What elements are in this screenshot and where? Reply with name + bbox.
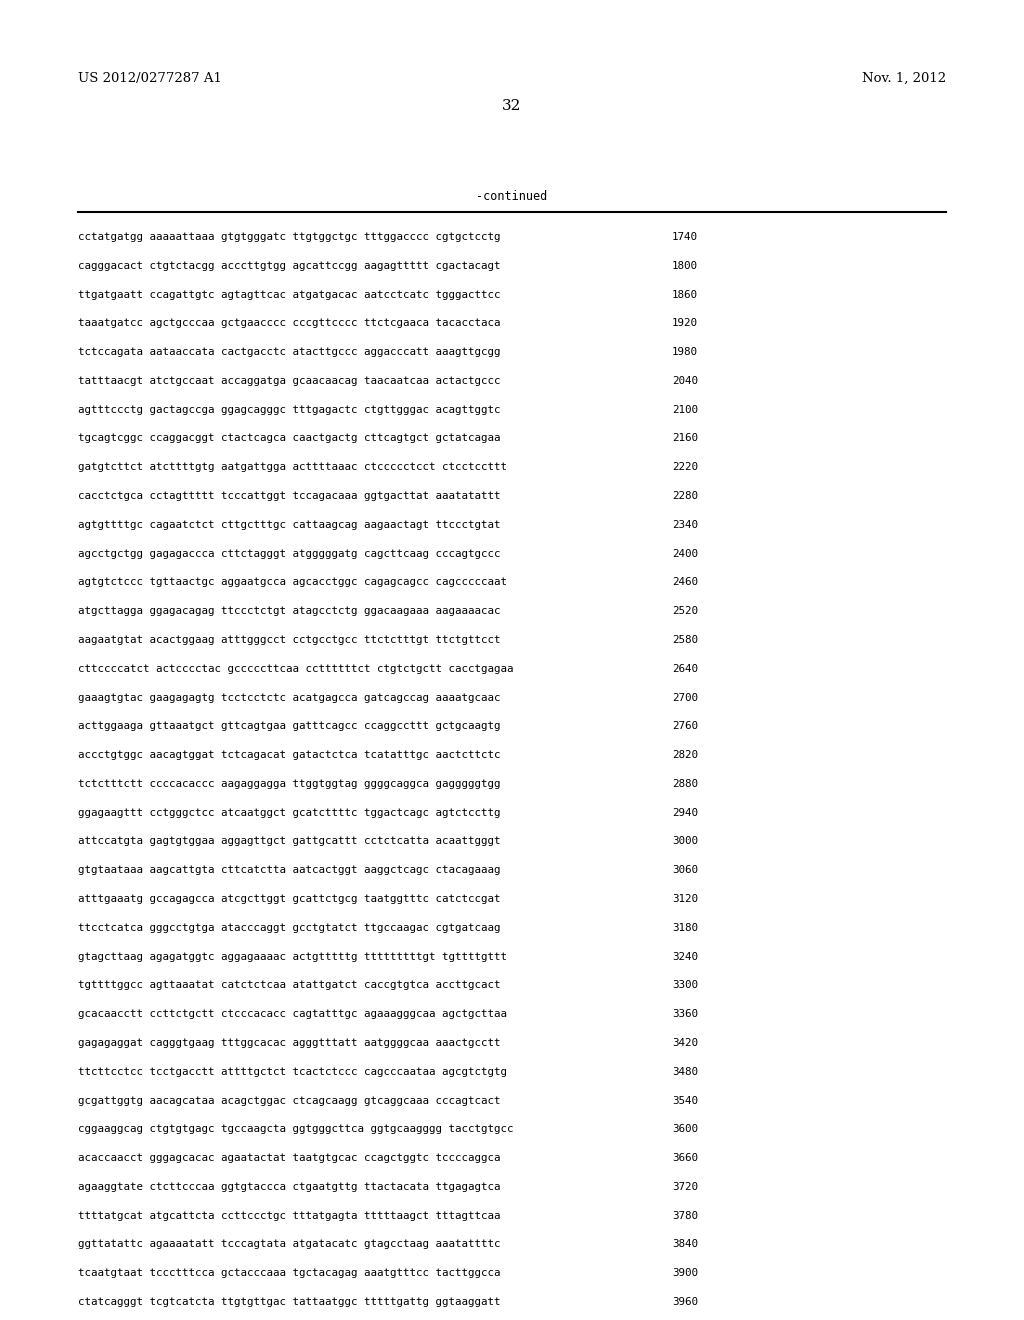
Text: 2520: 2520 [672,606,698,616]
Text: 3720: 3720 [672,1181,698,1192]
Text: ggagaagttt cctgggctcc atcaatggct gcatcttttc tggactcagc agtctccttg: ggagaagttt cctgggctcc atcaatggct gcatctt… [78,808,501,817]
Text: 2460: 2460 [672,577,698,587]
Text: gagagaggat cagggtgaag tttggcacac agggtttatt aatggggcaa aaactgcctt: gagagaggat cagggtgaag tttggcacac agggttt… [78,1038,501,1048]
Text: 1980: 1980 [672,347,698,358]
Text: tctctttctt ccccacaccc aagaggagga ttggtggtag ggggcaggca gagggggtgg: tctctttctt ccccacaccc aagaggagga ttggtgg… [78,779,501,789]
Text: gcgattggtg aacagcataa acagctggac ctcagcaagg gtcaggcaaa cccagtcact: gcgattggtg aacagcataa acagctggac ctcagca… [78,1096,501,1106]
Text: 2100: 2100 [672,405,698,414]
Text: agtttccctg gactagccga ggagcagggc tttgagactc ctgttgggac acagttggtc: agtttccctg gactagccga ggagcagggc tttgaga… [78,405,501,414]
Text: gaaagtgtac gaagagagtg tcctcctctc acatgagcca gatcagccag aaaatgcaac: gaaagtgtac gaagagagtg tcctcctctc acatgag… [78,693,501,702]
Text: gtagcttaag agagatggtc aggagaaaac actgtttttg tttttttttgt tgttttgttt: gtagcttaag agagatggtc aggagaaaac actgttt… [78,952,507,961]
Text: 3240: 3240 [672,952,698,961]
Text: acttggaaga gttaaatgct gttcagtgaa gatttcagcc ccaggccttt gctgcaagtg: acttggaaga gttaaatgct gttcagtgaa gatttca… [78,721,501,731]
Text: gatgtcttct atcttttgtg aatgattgga acttttaaac ctccccctcct ctcctccttt: gatgtcttct atcttttgtg aatgattgga actttta… [78,462,507,473]
Text: gcacaacctt ccttctgctt ctcccacacc cagtatttgc agaaagggcaa agctgcttaa: gcacaacctt ccttctgctt ctcccacacc cagtatt… [78,1010,507,1019]
Text: 2820: 2820 [672,750,698,760]
Text: ctatcagggt tcgtcatcta ttgtgttgac tattaatggc tttttgattg ggtaaggatt: ctatcagggt tcgtcatcta ttgtgttgac tattaat… [78,1298,501,1307]
Text: ttcttcctcc tcctgacctt attttgctct tcactctccc cagcccaataa agcgtctgtg: ttcttcctcc tcctgacctt attttgctct tcactct… [78,1067,507,1077]
Text: 1860: 1860 [672,289,698,300]
Text: ttcctcatca gggcctgtga atacccaggt gcctgtatct ttgccaagac cgtgatcaag: ttcctcatca gggcctgtga atacccaggt gcctgta… [78,923,501,933]
Text: 3480: 3480 [672,1067,698,1077]
Text: 3780: 3780 [672,1210,698,1221]
Text: 2220: 2220 [672,462,698,473]
Text: 3840: 3840 [672,1239,698,1250]
Text: 3300: 3300 [672,981,698,990]
Text: tctccagata aataaccata cactgacctc atacttgccc aggacccatt aaagttgcgg: tctccagata aataaccata cactgacctc atacttg… [78,347,501,358]
Text: 2280: 2280 [672,491,698,502]
Text: 1740: 1740 [672,232,698,242]
Text: 3540: 3540 [672,1096,698,1106]
Text: 32: 32 [503,99,521,114]
Text: tcaatgtaat tccctttcca gctacccaaa tgctacagag aaatgtttcc tacttggcca: tcaatgtaat tccctttcca gctacccaaa tgctaca… [78,1269,501,1278]
Text: 3360: 3360 [672,1010,698,1019]
Text: ttgatgaatt ccagattgtc agtagttcac atgatgacac aatcctcatc tgggacttcc: ttgatgaatt ccagattgtc agtagttcac atgatga… [78,289,501,300]
Text: 2340: 2340 [672,520,698,529]
Text: agaaggtate ctcttcccaa ggtgtaccca ctgaatgttg ttactacata ttgagagtca: agaaggtate ctcttcccaa ggtgtaccca ctgaatg… [78,1181,501,1192]
Text: cctatgatgg aaaaattaaa gtgtgggatc ttgtggctgc tttggacccc cgtgctcctg: cctatgatgg aaaaattaaa gtgtgggatc ttgtggc… [78,232,501,242]
Text: 1800: 1800 [672,261,698,271]
Text: acaccaacct gggagcacac agaatactat taatgtgcac ccagctggtc tccccaggca: acaccaacct gggagcacac agaatactat taatgtg… [78,1154,501,1163]
Text: 2940: 2940 [672,808,698,817]
Text: 3960: 3960 [672,1298,698,1307]
Text: 2580: 2580 [672,635,698,645]
Text: 3420: 3420 [672,1038,698,1048]
Text: agtgtctccc tgttaactgc aggaatgcca agcacctggc cagagcagcc cagcccccaat: agtgtctccc tgttaactgc aggaatgcca agcacct… [78,577,507,587]
Text: attccatgta gagtgtggaa aggagttgct gattgcattt cctctcatta acaattgggt: attccatgta gagtgtggaa aggagttgct gattgca… [78,837,501,846]
Text: tgttttggcc agttaaatat catctctcaa atattgatct caccgtgtca accttgcact: tgttttggcc agttaaatat catctctcaa atattga… [78,981,501,990]
Text: 2640: 2640 [672,664,698,673]
Text: agcctgctgg gagagaccca cttctagggt atgggggatg cagcttcaag cccagtgccc: agcctgctgg gagagaccca cttctagggt atggggg… [78,549,501,558]
Text: cacctctgca cctagttttt tcccattggt tccagacaaa ggtgacttat aaatatattt: cacctctgca cctagttttt tcccattggt tccagac… [78,491,501,502]
Text: gtgtaataaa aagcattgta cttcatctta aatcactggt aaggctcagc ctacagaaag: gtgtaataaa aagcattgta cttcatctta aatcact… [78,865,501,875]
Text: agtgttttgc cagaatctct cttgctttgc cattaagcag aagaactagt ttccctgtat: agtgttttgc cagaatctct cttgctttgc cattaag… [78,520,501,529]
Text: atgcttagga ggagacagag ttccctctgt atagcctctg ggacaagaaa aagaaaacac: atgcttagga ggagacagag ttccctctgt atagcct… [78,606,501,616]
Text: ttttatgcat atgcattcta ccttccctgc tttatgagta tttttaagct tttagttcaa: ttttatgcat atgcattcta ccttccctgc tttatga… [78,1210,501,1221]
Text: atttgaaatg gccagagcca atcgcttggt gcattctgcg taatggtttc catctccgat: atttgaaatg gccagagcca atcgcttggt gcattct… [78,894,501,904]
Text: 3000: 3000 [672,837,698,846]
Text: 2700: 2700 [672,693,698,702]
Text: 3180: 3180 [672,923,698,933]
Text: tatttaacgt atctgccaat accaggatga gcaacaacag taacaatcaa actactgccc: tatttaacgt atctgccaat accaggatga gcaacaa… [78,376,501,385]
Text: aagaatgtat acactggaag atttgggcct cctgcctgcc ttctctttgt ttctgttcct: aagaatgtat acactggaag atttgggcct cctgcct… [78,635,501,645]
Text: 2040: 2040 [672,376,698,385]
Text: 3600: 3600 [672,1125,698,1134]
Text: accctgtggc aacagtggat tctcagacat gatactctca tcatatttgc aactcttctc: accctgtggc aacagtggat tctcagacat gatactc… [78,750,501,760]
Text: cggaaggcag ctgtgtgagc tgccaagcta ggtgggcttca ggtgcaagggg tacctgtgcc: cggaaggcag ctgtgtgagc tgccaagcta ggtgggc… [78,1125,513,1134]
Text: Nov. 1, 2012: Nov. 1, 2012 [862,73,946,84]
Text: US 2012/0277287 A1: US 2012/0277287 A1 [78,73,222,84]
Text: tgcagtcggc ccaggacggt ctactcagca caactgactg cttcagtgct gctatcagaa: tgcagtcggc ccaggacggt ctactcagca caactga… [78,433,501,444]
Text: 2880: 2880 [672,779,698,789]
Text: 3660: 3660 [672,1154,698,1163]
Text: 3120: 3120 [672,894,698,904]
Text: 2760: 2760 [672,721,698,731]
Text: -continued: -continued [476,190,548,203]
Text: 3900: 3900 [672,1269,698,1278]
Text: cagggacact ctgtctacgg acccttgtgg agcattccgg aagagttttt cgactacagt: cagggacact ctgtctacgg acccttgtgg agcattc… [78,261,501,271]
Text: 1920: 1920 [672,318,698,329]
Text: 2400: 2400 [672,549,698,558]
Text: taaatgatcc agctgcccaa gctgaacccc cccgttcccc ttctcgaaca tacacctaca: taaatgatcc agctgcccaa gctgaacccc cccgttc… [78,318,501,329]
Text: ggttatattc agaaaatatt tcccagtata atgatacatc gtagcctaag aaatattttc: ggttatattc agaaaatatt tcccagtata atgatac… [78,1239,501,1250]
Text: 2160: 2160 [672,433,698,444]
Text: 3060: 3060 [672,865,698,875]
Text: cttccccatct actcccctac gcccccttcaa ccttttttct ctgtctgctt cacctgagaa: cttccccatct actcccctac gcccccttcaa ccttt… [78,664,513,673]
